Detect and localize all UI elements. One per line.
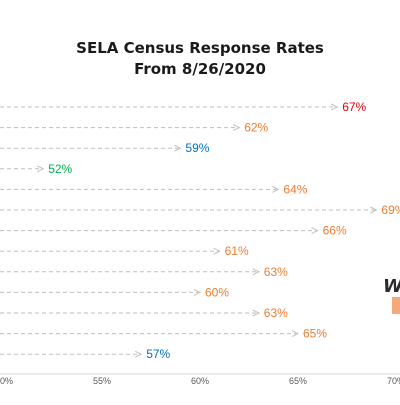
data-label: 64%: [283, 182, 307, 196]
data-label: 59%: [185, 141, 209, 155]
data-label: 69%: [381, 203, 400, 217]
leader-arrowhead: [36, 165, 45, 173]
leader-arrowhead: [291, 330, 300, 338]
data-label: 63%: [264, 265, 288, 279]
chart-subtitle: From 8/26/2020: [134, 60, 266, 78]
leader-arrowhead: [272, 185, 280, 193]
leader-arrowhead: [174, 144, 182, 152]
data-label: 52%: [48, 162, 72, 176]
x-tick-label: 60%: [191, 376, 209, 386]
leader-arrowhead: [213, 247, 221, 255]
data-label: 61%: [225, 244, 249, 258]
leader-arrowhead: [330, 103, 339, 111]
x-tick-label: 50%: [0, 376, 13, 386]
leader-arrowhead: [134, 350, 143, 358]
brand-logo: W: [383, 276, 400, 297]
data-label: 66%: [323, 224, 347, 238]
leader-arrowhead: [193, 288, 202, 296]
data-label: 57%: [146, 347, 170, 361]
data-label: 63%: [264, 306, 288, 320]
x-tick-label: 70%: [387, 376, 400, 386]
x-tick-label: 65%: [289, 376, 307, 386]
leader-arrowhead: [252, 309, 260, 317]
leader-arrowhead: [370, 206, 378, 214]
data-label: 65%: [303, 327, 327, 341]
leader-arrowhead: [232, 124, 241, 132]
brand-logo-bar: [392, 297, 400, 314]
x-tick-label: 55%: [93, 376, 111, 386]
data-label: 67%: [342, 100, 366, 114]
data-label: 62%: [244, 121, 268, 135]
data-label: 60%: [205, 285, 229, 299]
leader-arrowhead: [311, 227, 319, 235]
chart-title: SELA Census Response Rates: [76, 39, 324, 57]
leader-arrowhead: [252, 268, 260, 276]
